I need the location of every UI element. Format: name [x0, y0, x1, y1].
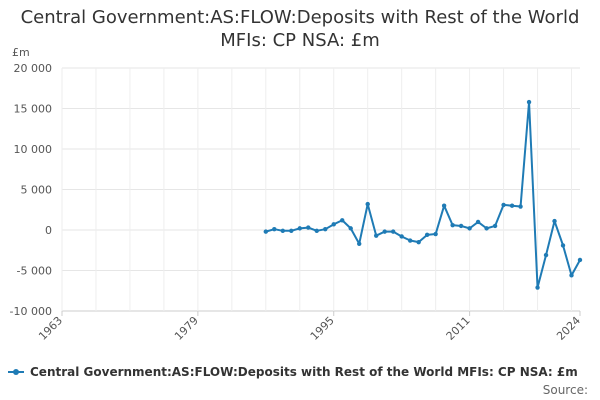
data-point: [577, 257, 583, 263]
data-point: [407, 238, 413, 243]
legend-line-marker-icon: [8, 367, 24, 377]
data-point: [526, 99, 532, 105]
data-point: [552, 218, 557, 224]
data-point: [340, 218, 345, 223]
data-point: [475, 219, 481, 225]
chart-title: Central Government:AS:FLOW:Deposits with…: [20, 7, 580, 51]
data-point: [390, 229, 396, 234]
data-point: [272, 226, 277, 232]
data-point: [467, 226, 472, 231]
source-label: Source:: [542, 383, 588, 397]
data-point: [382, 229, 387, 234]
y-tick-labels: 20 000 15 000 10 000 5 000 0 -5 000 -10 000: [10, 62, 52, 318]
x-tick-label: 1979: [172, 314, 201, 343]
data-point: [535, 285, 540, 290]
legend[interactable]: Central Government:AS:FLOW:Deposits with…: [8, 365, 598, 379]
data-point: [289, 228, 294, 234]
data-point: [399, 234, 404, 239]
y-tick-label: -5 000: [17, 265, 52, 278]
x-tick-label: 2011: [444, 314, 473, 343]
data-point: [560, 243, 566, 248]
y-tick-label: 15 000: [14, 103, 53, 116]
y-tick-label: -10 000: [10, 305, 52, 318]
data-point: [314, 228, 319, 234]
data-point: [492, 223, 498, 229]
data-point: [263, 229, 269, 234]
y-tick-label: 20 000: [14, 62, 53, 75]
data-point: [509, 203, 515, 208]
data-point: [543, 252, 549, 258]
data-point: [484, 226, 489, 231]
data-point: [569, 273, 574, 278]
x-tick-label: 1995: [308, 314, 337, 343]
data-point: [348, 226, 353, 231]
x-grid-lines: [61, 68, 573, 311]
data-point: [297, 226, 302, 231]
data-point: [323, 226, 328, 232]
data-point: [450, 222, 455, 228]
data-point: [306, 225, 311, 230]
series-line: [265, 101, 581, 289]
data-point: [357, 241, 362, 246]
data-point: [373, 233, 379, 238]
data-point: [433, 231, 438, 237]
y-tick-label: 0: [45, 224, 52, 237]
y-tick-label: 5 000: [21, 184, 53, 197]
data-point: [424, 232, 430, 238]
y-axis-unit-label: £m: [12, 46, 30, 59]
data-point: [458, 223, 464, 229]
data-point: [441, 203, 447, 208]
x-tick-labels: 1963 1979 1995 2011 2024: [36, 311, 583, 343]
legend-series-label: Central Government:AS:FLOW:Deposits with…: [30, 365, 578, 379]
data-point: [365, 201, 370, 207]
data-point: [331, 222, 336, 227]
series-group: [263, 99, 583, 290]
data-point: [416, 239, 421, 245]
data-point: [518, 204, 523, 209]
x-tick-label: 2024: [554, 314, 583, 343]
data-point: [501, 202, 506, 208]
data-point: [280, 228, 285, 234]
grid-lines: [62, 67, 580, 312]
y-tick-label: 10 000: [14, 143, 53, 156]
x-tick-label: 1963: [36, 314, 65, 343]
